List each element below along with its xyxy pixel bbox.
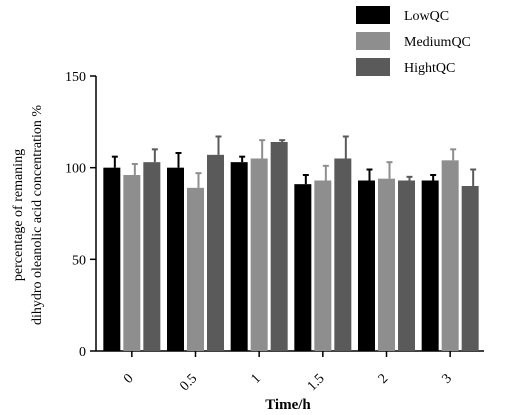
bar-hightqc-0.5 [207,154,224,351]
x-ticks: 0 0.5 1 1.5 2 3 [121,351,455,394]
bar-lowqc-1.5 [294,184,312,351]
bar-hightqc-2 [398,180,415,351]
legend-label-lowqc: LowQC [404,9,449,24]
y-ticks: 0 50 100 150 [65,70,96,360]
bar-lowqc-2 [358,180,375,351]
legend-item-lowqc: LowQC [356,6,449,24]
legend: LowQC MediumQC HightQC [356,6,471,76]
y-axis-title-line-2: dihydro oleanolic acid concentration % [30,105,45,325]
y-axis-title: percentage of remaning dihydro oleanolic… [11,105,45,325]
x-tick-label: 2 [376,371,392,387]
bar-mediumqc-0.5 [187,187,204,351]
y-tick-label: 150 [65,70,86,85]
bar-hightqc-0 [143,162,161,351]
x-tick-label: 1.5 [305,371,328,394]
bar-mediumqc-0 [123,175,141,351]
x-axis-title: Time/h [265,397,311,413]
bars [103,135,479,351]
bar-lowqc-0 [103,167,121,351]
bar-hightqc-1 [270,142,288,351]
bar-lowqc-1 [230,162,248,351]
x-tick-label: 3 [439,371,455,387]
legend-item-mediumqc: MediumQC [356,32,471,50]
y-tick-label: 0 [79,345,86,360]
legend-swatch-lowqc [356,6,390,24]
x-tick-label: 0 [121,371,137,387]
legend-item-hightqc: HightQC [356,58,455,76]
bar-lowqc-3 [421,180,439,351]
y-tick-label: 50 [72,253,86,268]
bar-hightqc-3 [461,186,479,351]
bar-mediumqc-1.5 [314,180,332,351]
bar-mediumqc-2 [378,178,395,351]
legend-label-hightqc: HightQC [404,61,455,76]
bar-hightqc-1.5 [334,158,352,351]
legend-swatch-mediumqc [356,32,390,50]
y-tick-label: 100 [65,162,86,177]
bar-mediumqc-1 [250,158,268,351]
bar-lowqc-0.5 [167,167,184,351]
x-tick-label: 1 [248,371,264,387]
legend-label-mediumqc: MediumQC [404,35,471,50]
bar-mediumqc-3 [441,160,459,351]
y-axis-title-line-1: percentage of remaning [11,149,26,281]
x-tick-label: 0.5 [177,371,200,394]
legend-swatch-hightqc [356,58,390,76]
